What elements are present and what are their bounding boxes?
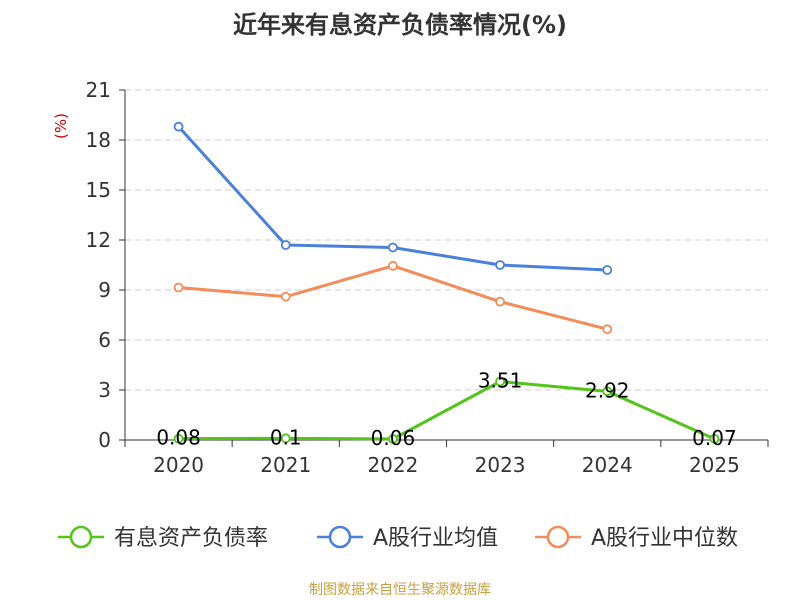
data-point — [280, 291, 291, 302]
x-tick-label: 2025 — [689, 453, 740, 477]
legend-swatch-marker — [69, 525, 93, 549]
data-label: 2.92 — [585, 378, 630, 402]
data-point — [602, 386, 613, 397]
series-lines — [173, 121, 720, 444]
x-tick-label: 2021 — [260, 453, 311, 477]
data-point — [388, 434, 398, 444]
data-label: 0.1 — [270, 425, 302, 449]
data-point — [280, 240, 291, 250]
y-tick-label: 0 — [98, 428, 111, 452]
gridlines — [125, 89, 768, 391]
data-point — [388, 260, 398, 271]
data-label: 0.06 — [371, 426, 416, 450]
series-line — [177, 264, 609, 331]
data-point — [173, 433, 184, 444]
chart-title: 近年来有息资产负债率情况(%) — [233, 11, 567, 39]
legend-label: A股行业中位数 — [591, 526, 738, 551]
y-tick-label: 12 — [86, 228, 111, 252]
legend-item: 有息资产负债率 — [58, 525, 268, 551]
legend-label: 有息资产负债率 — [114, 526, 268, 551]
axes: 0 3 6 9 12 15 18 21 2020 2021 2022 2023 2024 2025 — [86, 78, 769, 477]
data-point — [173, 121, 184, 132]
data-point — [495, 260, 505, 270]
legend-label: A股行业均值 — [373, 526, 498, 551]
series-0 — [173, 376, 720, 444]
y-tick-label: 15 — [86, 178, 111, 202]
data-labels: 0.08 0.1 0.06 3.51 2.92 0.07 — [156, 369, 736, 451]
legend: 有息资产负债率 A股行业均值 A股行业中位数 — [58, 525, 738, 551]
data-point — [388, 242, 398, 253]
x-tick-label: 2020 — [153, 453, 204, 477]
data-point — [495, 376, 505, 387]
data-point — [709, 433, 720, 444]
x-tick-label: 2023 — [475, 453, 526, 477]
data-point — [602, 265, 613, 275]
series-2 — [173, 260, 613, 335]
x-tick-label: 2022 — [367, 453, 418, 477]
legend-swatch-marker — [328, 525, 352, 549]
y-tick-label: 6 — [98, 328, 111, 352]
x-tick-label: 2024 — [582, 453, 633, 477]
series-1 — [173, 121, 613, 275]
source-note: 制图数据来自恒生聚源数据库 — [309, 582, 491, 598]
y-tick-label: 21 — [86, 78, 111, 102]
data-label: 0.08 — [156, 426, 201, 450]
data-point — [280, 433, 291, 444]
legend-item: A股行业中位数 — [535, 525, 738, 551]
data-point — [495, 296, 505, 307]
data-point — [602, 324, 613, 335]
y-tick-label: 9 — [98, 278, 111, 302]
series-line — [177, 380, 716, 441]
legend-swatch-marker — [546, 525, 570, 549]
data-point — [173, 282, 184, 293]
data-label: 3.51 — [478, 369, 523, 393]
y-tick-label: 3 — [98, 378, 111, 402]
legend-item: A股行业均值 — [317, 525, 498, 551]
y-axis-label: (%) — [52, 113, 70, 139]
y-tick-label: 18 — [86, 128, 111, 152]
data-label: 0.07 — [692, 426, 737, 450]
